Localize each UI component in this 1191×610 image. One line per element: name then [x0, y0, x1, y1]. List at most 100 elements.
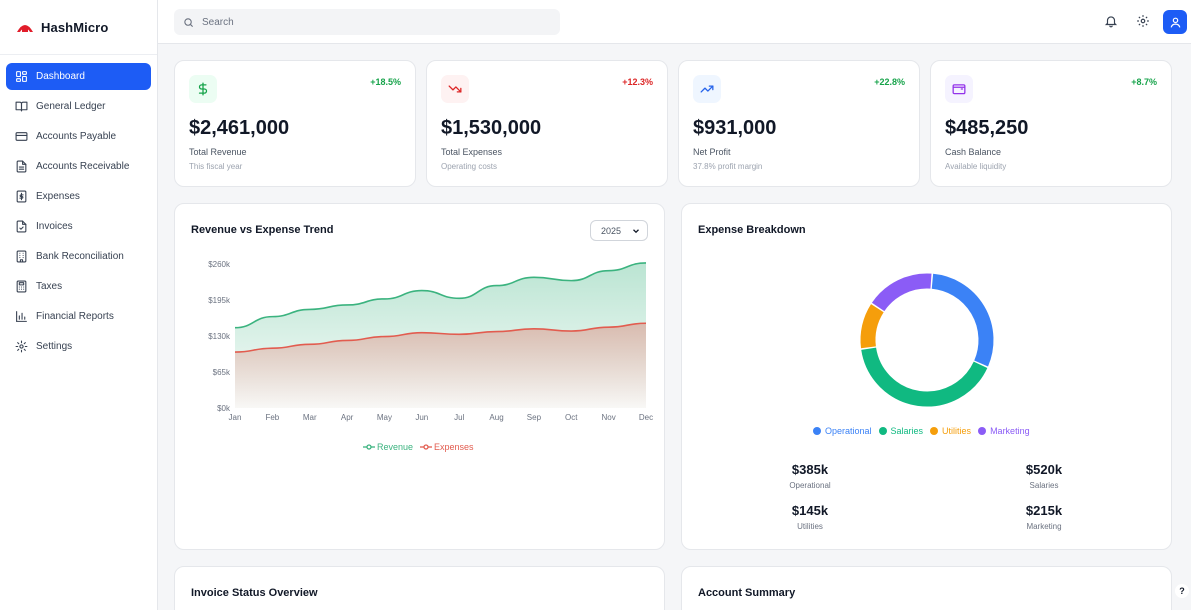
sidebar-item-dashboard[interactable]: Dashboard [6, 63, 151, 90]
sidebar-item-bank-reconciliation[interactable]: Bank Reconciliation [6, 243, 151, 270]
stat-value: $931,000 [693, 117, 777, 139]
breakdown-item-salaries: $520k Salaries [994, 462, 1094, 490]
x-tick-label: Dec [639, 413, 653, 422]
series-area-expenses [235, 323, 646, 408]
x-tick-label: Jun [415, 413, 428, 422]
breakdown-value: $385k [791, 462, 829, 477]
x-tick-label: Nov [602, 413, 616, 422]
search-input[interactable] [202, 16, 542, 28]
breakdown-panel-title: Expense Breakdown [698, 224, 806, 236]
sidebar-item-label: General Ledger [36, 101, 106, 112]
y-tick-label: $130k [208, 332, 231, 341]
legend-dot [930, 427, 939, 435]
invoice-status-panel: Invoice Status Overview [174, 566, 665, 610]
breakdown-item-utilities: $145k Utilities [760, 503, 860, 531]
book-open-icon [14, 100, 28, 114]
legend-item-salaries[interactable]: Salaries [878, 426, 923, 436]
sidebar-item-accounts-receivable[interactable]: Accounts Receivable [6, 153, 151, 180]
sidebar-item-settings[interactable]: Settings [6, 333, 151, 360]
gear-icon [14, 340, 28, 354]
calculator-icon [14, 280, 28, 294]
legend-item-utilities[interactable]: Utilities [930, 426, 971, 436]
trending-down-icon [441, 75, 469, 103]
x-tick-label: Jul [454, 413, 464, 422]
hashmicro-logo-icon [17, 25, 33, 32]
x-tick-label: Feb [265, 413, 279, 422]
year-select[interactable]: 2025 [590, 220, 648, 241]
legend-item-marketing[interactable]: Marketing [978, 426, 1030, 436]
credit-card-icon [14, 130, 28, 144]
breakdown-panel: Expense Breakdown Operational Salaries Uti… [681, 203, 1172, 550]
sidebar-item-general-ledger[interactable]: General Ledger [6, 93, 151, 120]
building-icon [14, 250, 28, 264]
donut-slice-marketing[interactable] [871, 273, 932, 312]
bell-icon[interactable] [1103, 13, 1119, 29]
breakdown-label: Operational [789, 481, 831, 490]
series-line-expenses [234, 322, 647, 353]
stat-subtext: 37.8% profit margin [693, 162, 763, 171]
stat-change: +12.3% [622, 77, 653, 87]
legend-dot [978, 427, 987, 435]
x-tick-label: Apr [341, 413, 354, 422]
stat-value: $485,250 [945, 117, 1029, 139]
dollar-file-icon [14, 190, 28, 204]
x-tick-label: Oct [565, 413, 578, 422]
legend-item-revenue[interactable]: Revenue [363, 442, 413, 452]
sidebar-item-financial-reports[interactable]: Financial Reports [6, 303, 151, 330]
dollar-icon [189, 75, 217, 103]
search-icon [184, 17, 194, 27]
search-box[interactable] [174, 9, 560, 35]
legend-item-expenses[interactable]: Expenses [420, 442, 474, 452]
sidebar: HashMicro Dashboard General Ledger Account… [0, 0, 158, 610]
sidebar-item-expenses[interactable]: Expenses [6, 183, 151, 210]
stat-card-net-profit: +22.8% $931,000 Net Profit 37.8% profit mar… [678, 60, 920, 187]
file-check-icon [14, 220, 28, 234]
donut-slice-utilities[interactable] [860, 304, 884, 349]
chevron-down-icon [633, 228, 639, 233]
breakdown-label: Marketing [1026, 522, 1062, 531]
account-panel-title: Account Summary [698, 587, 796, 599]
stat-card-total-expenses: +12.3% $1,530,000 Total Expenses Operating … [426, 60, 668, 187]
stat-label: Total Revenue [189, 147, 247, 157]
stat-value: $2,461,000 [189, 117, 290, 139]
sidebar-item-invoices[interactable]: Invoices [6, 213, 151, 240]
x-tick-label: Aug [489, 413, 503, 422]
account-summary-panel: Account Summary [681, 566, 1172, 610]
sidebar-item-accounts-payable[interactable]: Accounts Payable [6, 123, 151, 150]
dashboard-grid-icon [14, 70, 28, 84]
x-tick-label: Sep [527, 413, 542, 422]
legend-dot [878, 427, 887, 435]
sidebar-item-label: Settings [36, 341, 73, 352]
help-button[interactable]: ? [1175, 584, 1189, 598]
breakdown-value: $215k [1025, 503, 1063, 518]
legend-label: Operational [825, 426, 872, 436]
topbar [158, 0, 1191, 44]
stat-subtext: This fiscal year [189, 162, 243, 171]
donut-slice-operational[interactable] [931, 273, 994, 367]
breakdown-value: $520k [1025, 462, 1063, 477]
x-tick-label: Mar [303, 413, 317, 422]
legend-marker [363, 444, 375, 450]
y-tick-label: $0k [217, 404, 231, 413]
legend-item-operational[interactable]: Operational [813, 426, 872, 436]
donut-slice-salaries[interactable] [861, 347, 988, 407]
sidebar-item-label: Taxes [36, 281, 63, 292]
sidebar-item-label: Accounts Payable [36, 131, 117, 142]
legend-label: Expenses [434, 442, 474, 452]
y-tick-label: $195k [208, 296, 231, 305]
gear-icon[interactable] [1135, 13, 1151, 29]
stat-card-total-revenue: +18.5% $2,461,000 Total Revenue This fiscal… [174, 60, 416, 187]
trend-panel: Revenue vs Expense Trend 2025 $0k $65k $13… [174, 203, 665, 550]
y-tick-label: $65k [213, 368, 231, 377]
trending-up-icon [693, 75, 721, 103]
stat-value: $1,530,000 [441, 117, 542, 139]
bar-chart-icon [14, 310, 28, 324]
expense-donut-chart [860, 273, 994, 407]
user-icon [1170, 17, 1180, 28]
sidebar-item-taxes[interactable]: Taxes [6, 273, 151, 300]
document-icon [14, 160, 28, 174]
user-avatar-button[interactable] [1163, 10, 1187, 34]
breakdown-item-marketing: $215k Marketing [994, 503, 1094, 531]
sidebar-item-label: Financial Reports [36, 311, 114, 322]
brand[interactable]: HashMicro [0, 0, 157, 55]
